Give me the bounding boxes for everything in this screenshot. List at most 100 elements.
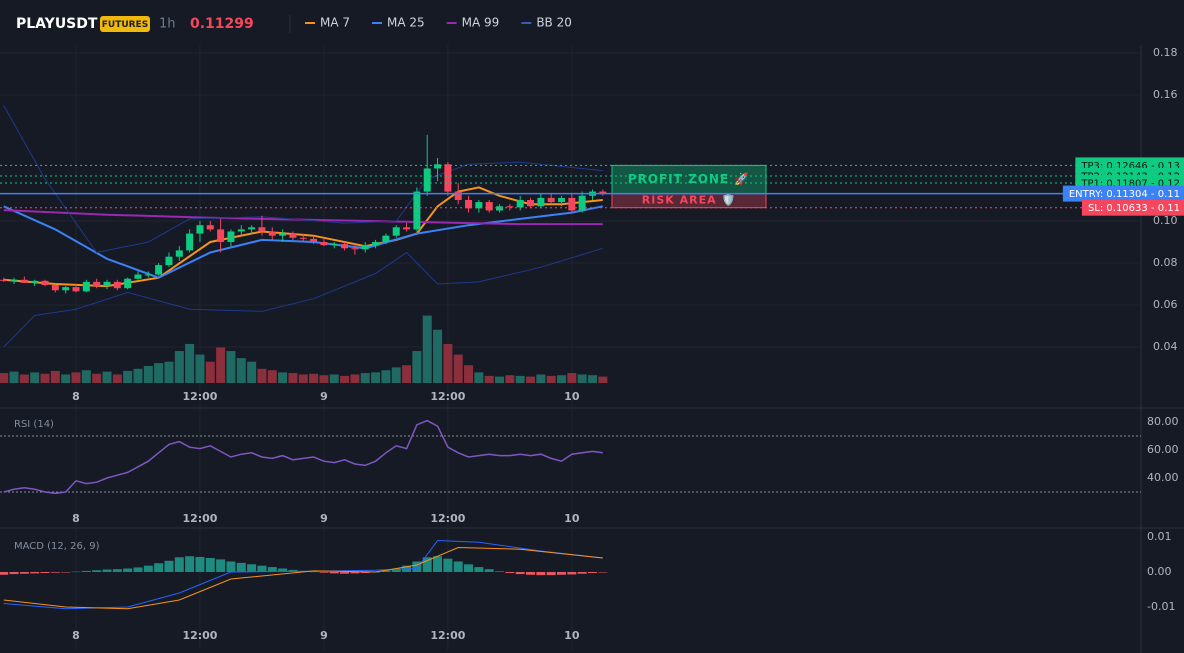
macd-histogram-bar — [526, 571, 536, 575]
candle-body — [413, 191, 421, 230]
price-tick: 0.18 — [1153, 46, 1178, 59]
time-label: 12:00 — [430, 390, 465, 403]
legend-label: MA 7 — [320, 16, 350, 30]
volume-bar — [102, 371, 112, 383]
volume-bar — [236, 358, 246, 383]
macd-histogram-bar — [185, 556, 195, 572]
rsi-tick: 40.00 — [1147, 471, 1179, 484]
candle-body — [434, 164, 442, 169]
macd-histogram-bar — [464, 564, 474, 572]
candle-body — [372, 241, 380, 246]
profit-zone — [611, 164, 767, 195]
candle-body — [423, 168, 431, 192]
candle-body — [20, 279, 28, 283]
candle-body — [31, 280, 39, 283]
price-tick: 0.06 — [1153, 298, 1178, 311]
legend-label: MA 99 — [462, 16, 500, 30]
level-label-bg — [1062, 185, 1184, 202]
candle-body — [124, 278, 132, 289]
macd-histogram-bar — [350, 571, 360, 574]
volume-bar — [61, 374, 71, 383]
macd-histogram-bar — [288, 569, 298, 572]
volume-bar — [92, 373, 102, 383]
candle-body — [93, 281, 101, 287]
symbol: PLAYUSDT — [16, 16, 98, 32]
volume-bar — [123, 370, 133, 383]
candle-body — [299, 237, 307, 239]
time-label: 12:00 — [182, 629, 217, 642]
time-label: 10 — [564, 629, 580, 642]
rsi-title: RSI (14) — [14, 419, 54, 430]
candle-body — [578, 195, 586, 211]
volume-bar — [329, 374, 339, 383]
macd-histogram-bar — [515, 571, 525, 575]
macd-histogram-bar — [247, 564, 257, 572]
volume-bar — [71, 372, 81, 383]
level-label: TP3: 0.12646 - 0.13 — [1080, 161, 1180, 172]
candle-body — [392, 227, 400, 236]
price-tick: 0.10 — [1153, 214, 1178, 227]
candle-body — [454, 191, 462, 200]
time-label: 9 — [320, 629, 328, 642]
volume-bar — [174, 351, 184, 383]
macd-histogram-bar — [81, 570, 91, 572]
macd-histogram-bar — [546, 571, 556, 576]
volume-bar — [30, 372, 40, 383]
time-label: 12:00 — [430, 512, 465, 525]
futures-badge — [100, 16, 150, 32]
volume-bar — [567, 373, 577, 383]
volume-bar — [433, 329, 443, 383]
macd-histogram-bar — [340, 571, 350, 574]
macd-histogram-bar — [495, 571, 505, 572]
volume-bar — [412, 351, 422, 383]
macd-histogram-bar — [360, 571, 370, 574]
macd-histogram-bar — [412, 561, 422, 572]
volume-bar — [536, 374, 546, 383]
volume-bar — [278, 372, 288, 383]
macd-histogram-bar — [588, 571, 597, 574]
volume-bar — [474, 372, 484, 383]
volume-bar — [484, 375, 494, 383]
candle-body — [51, 285, 59, 291]
volume-bar — [0, 373, 9, 383]
volume-bar — [319, 375, 329, 383]
candle-body — [0, 279, 8, 281]
macd-tick: 0.00 — [1147, 565, 1172, 578]
volume-bar — [588, 375, 597, 383]
candle-body — [506, 206, 514, 208]
rsi-tick: 80.00 — [1147, 415, 1179, 428]
rsi-tick: 60.00 — [1147, 443, 1179, 456]
time-label: 8 — [72, 629, 80, 642]
macd-histogram-bar — [205, 557, 215, 572]
candle-body — [361, 245, 369, 250]
macd-histogram-bar — [505, 571, 515, 574]
candle-body — [330, 244, 338, 246]
candle-body — [516, 199, 524, 208]
time-label: 8 — [72, 390, 80, 403]
macd-histogram-bar — [422, 557, 432, 572]
candle-body — [475, 202, 483, 209]
volume-bar — [309, 373, 319, 383]
volume-bar — [360, 373, 370, 383]
moving-average — [3, 209, 603, 226]
candle-body — [599, 191, 607, 194]
macd-histogram-bar — [474, 567, 484, 572]
candle-body — [558, 197, 566, 203]
macd-histogram-bar — [19, 571, 29, 574]
volume-bar — [257, 368, 267, 383]
badge-text: FUTURES — [102, 20, 148, 30]
candle-body — [537, 197, 545, 207]
volume-bar — [164, 361, 174, 383]
macd-histogram-bar — [0, 571, 9, 575]
candle-body — [175, 250, 183, 257]
candle-body — [155, 265, 163, 275]
candle-body — [217, 229, 225, 242]
level-label: TP1: 0.11807 - 0.12 — [1080, 179, 1180, 190]
time-label: 12:00 — [430, 629, 465, 642]
macd-histogram-bar — [226, 561, 236, 572]
macd-histogram-bar — [195, 556, 205, 572]
time-label: 10 — [564, 390, 580, 403]
macd-histogram-bar — [102, 569, 112, 572]
volume-bar — [515, 375, 525, 383]
